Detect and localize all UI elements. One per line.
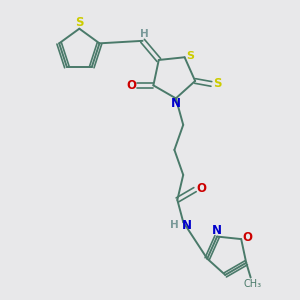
Text: O: O [126, 79, 136, 92]
Text: N: N [171, 97, 181, 110]
Text: N: N [212, 224, 222, 237]
Text: CH₃: CH₃ [243, 279, 261, 289]
Text: S: S [186, 51, 194, 61]
Text: S: S [75, 16, 84, 29]
Text: O: O [243, 231, 253, 244]
Text: S: S [214, 77, 222, 90]
Text: O: O [196, 182, 206, 195]
Text: H: H [170, 220, 179, 230]
Text: N: N [182, 219, 192, 232]
Text: H: H [140, 29, 148, 39]
